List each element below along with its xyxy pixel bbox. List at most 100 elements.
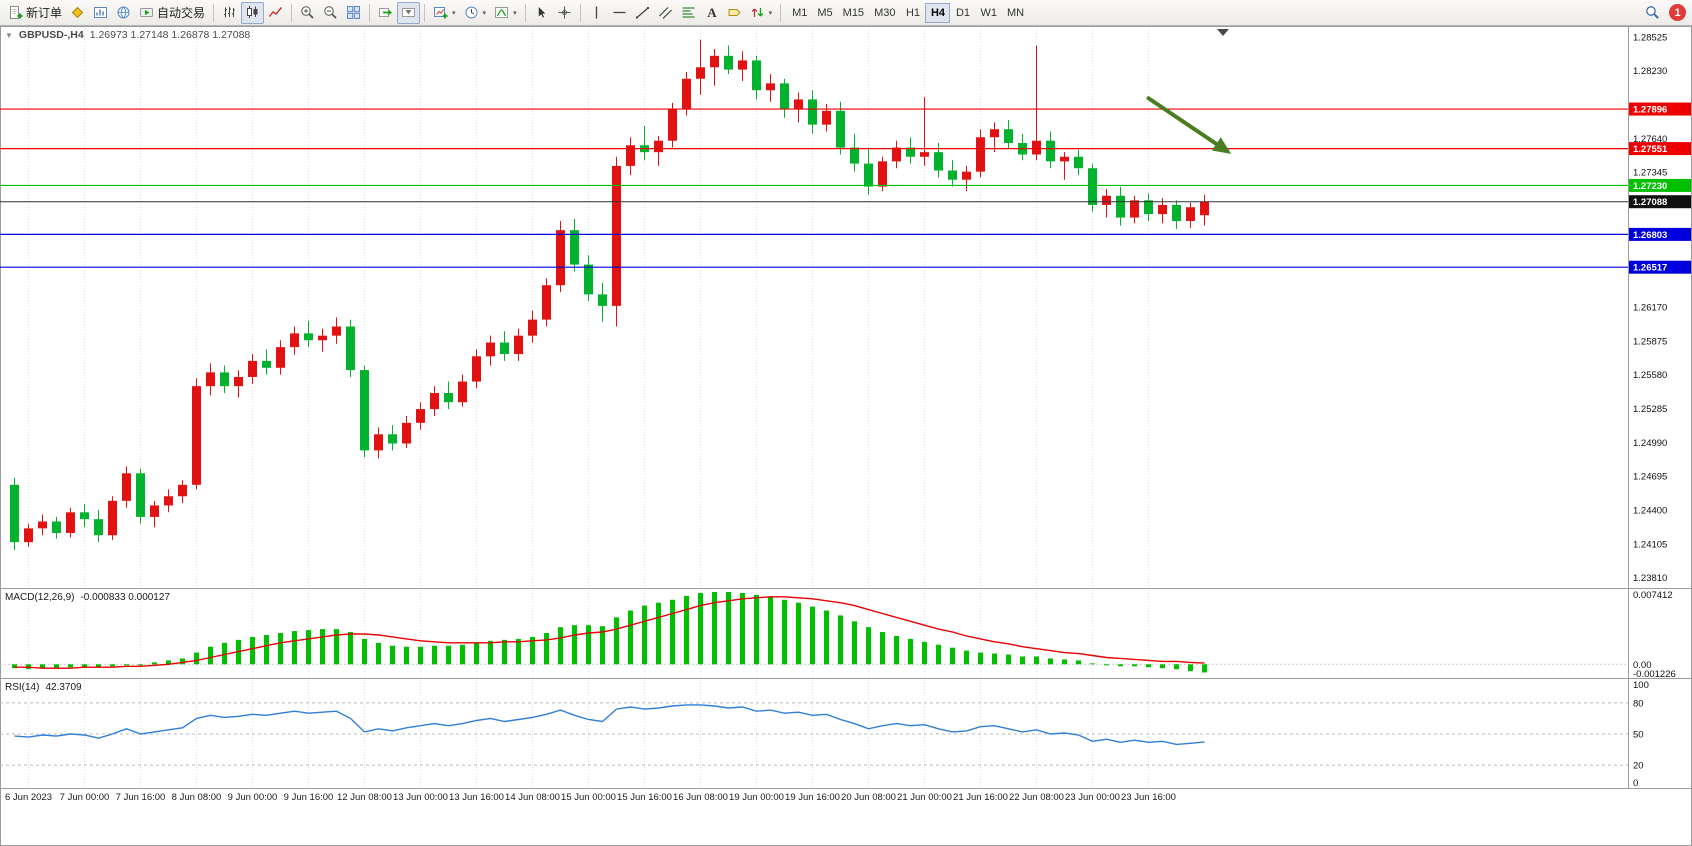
search-button[interactable] xyxy=(1641,2,1664,24)
svg-text:1.24990: 1.24990 xyxy=(1633,438,1667,449)
auto-scroll-icon xyxy=(378,5,393,20)
channel-icon xyxy=(658,5,673,20)
time-axis[interactable]: 6 Jun 2023 7 Jun 00:00 7 Jun 16:00 8 Jun 08… xyxy=(5,792,1176,803)
zoom-in-button[interactable] xyxy=(296,2,319,24)
chart-title-overlay: ▼ GBPUSD-,H4 1.26973 1.27148 1.26878 1.2… xyxy=(5,29,250,41)
ohlc-values-label: 1.26973 1.27148 1.26878 1.27088 xyxy=(89,29,251,41)
svg-text:9 Jun 00:00: 9 Jun 00:00 xyxy=(228,792,278,803)
chart-shift-marker[interactable] xyxy=(1217,29,1229,36)
candlestick-icon xyxy=(245,5,260,20)
chart-window-icon xyxy=(93,5,108,20)
zoom-out-button[interactable] xyxy=(319,2,342,24)
metaeditor-button[interactable] xyxy=(66,2,89,24)
chart-shift-icon xyxy=(401,5,416,20)
svg-text:9 Jun 16:00: 9 Jun 16:00 xyxy=(284,792,334,803)
tile-windows-button[interactable] xyxy=(342,2,365,24)
svg-text:1.25285: 1.25285 xyxy=(1633,404,1667,415)
crosshair-icon xyxy=(557,5,572,20)
rsi-indicator-label: RSI(14) 42.3709 xyxy=(5,682,82,693)
timeframe-button-mn[interactable]: MN xyxy=(1002,3,1029,23)
market-watch-icon xyxy=(116,5,131,20)
svg-text:1.27640: 1.27640 xyxy=(1633,134,1667,145)
timeframe-button-h1[interactable]: H1 xyxy=(900,3,925,23)
svg-text:80: 80 xyxy=(1633,698,1644,709)
label-icon xyxy=(727,5,742,20)
new-order-icon xyxy=(8,5,23,20)
text-icon: A xyxy=(704,5,719,20)
toolbar-separator xyxy=(291,3,293,22)
bar-chart-icon xyxy=(222,5,237,20)
main-toolbar: 新订单 自动交易 ▾ ▾ ▾ A ▾ M1 M5 M15 M30 H1 H4 D1 W1 MN 1 xyxy=(0,0,1692,26)
svg-text:13 Jun 00:00: 13 Jun 00:00 xyxy=(393,792,448,803)
arrows-dropdown[interactable]: ▾ xyxy=(746,2,777,24)
new-chart-dropdown[interactable]: ▾ xyxy=(429,2,460,24)
trendline-icon xyxy=(635,5,650,20)
candlestick-chart-button[interactable] xyxy=(241,1,265,24)
timeframe-button-h4[interactable]: H4 xyxy=(925,2,951,23)
timeframe-button-d1[interactable]: D1 xyxy=(950,3,975,23)
text-label-button[interactable] xyxy=(723,2,746,24)
cursor-button[interactable] xyxy=(530,2,553,24)
chart-canvas[interactable]: 6 Jun 2023 7 Jun 00:00 7 Jun 16:00 8 Jun 08… xyxy=(0,26,1692,846)
svg-text:50: 50 xyxy=(1633,730,1644,741)
chart-shift-button[interactable] xyxy=(397,1,421,24)
svg-text:21 Jun 00:00: 21 Jun 00:00 xyxy=(897,792,952,803)
chart-window-frame xyxy=(0,26,1692,846)
svg-text:19 Jun 16:00: 19 Jun 16:00 xyxy=(785,792,840,803)
line-chart-button[interactable] xyxy=(264,2,287,24)
price-badge: 1.27088 xyxy=(1629,195,1691,209)
vertical-line-button[interactable] xyxy=(585,2,608,24)
svg-text:15 Jun 16:00: 15 Jun 16:00 xyxy=(617,792,672,803)
chart-window: 6 Jun 2023 7 Jun 00:00 7 Jun 16:00 8 Jun 08… xyxy=(0,26,1692,846)
toolbar-separator xyxy=(780,3,782,22)
timeframe-button-m15[interactable]: M15 xyxy=(838,3,869,23)
chart-window-button[interactable] xyxy=(89,2,112,24)
toolbar-right-group: 1 xyxy=(1641,2,1688,24)
toolbar-separator xyxy=(424,3,426,22)
fibonacci-button[interactable] xyxy=(677,2,700,24)
price-badge: 1.26517 xyxy=(1629,260,1691,274)
dropdown-caret-icon: ▾ xyxy=(513,9,517,17)
rsi-value: 42.3709 xyxy=(45,682,82,693)
svg-text:1.26803: 1.26803 xyxy=(1633,230,1667,241)
price-axis[interactable]: 1.28525 1.28230 1.27640 1.27345 1.26170 1.258… xyxy=(1633,32,1676,789)
text-button[interactable]: A xyxy=(700,2,723,24)
annotation-arrow[interactable] xyxy=(1146,96,1232,154)
price-badge: 1.27230 xyxy=(1629,178,1691,192)
svg-text:0.00: 0.00 xyxy=(1633,660,1652,671)
period-dropdown[interactable]: ▾ xyxy=(460,2,491,24)
market-watch-button[interactable] xyxy=(112,2,135,24)
indicators-dropdown[interactable]: ▾ xyxy=(490,2,521,24)
macd-name: MACD(12,26,9) xyxy=(5,592,75,603)
svg-text:7 Jun 16:00: 7 Jun 16:00 xyxy=(116,792,166,803)
line-chart-icon xyxy=(268,5,283,20)
svg-text:23 Jun 16:00: 23 Jun 16:00 xyxy=(1121,792,1176,803)
new-order-button[interactable]: 新订单 xyxy=(4,2,66,24)
price-badge: 1.27896 xyxy=(1629,102,1691,116)
auto-scroll-button[interactable] xyxy=(374,2,397,24)
svg-text:21 Jun 16:00: 21 Jun 16:00 xyxy=(953,792,1008,803)
svg-text:19 Jun 00:00: 19 Jun 00:00 xyxy=(729,792,784,803)
svg-text:1.24105: 1.24105 xyxy=(1633,539,1667,550)
timeframe-button-m30[interactable]: M30 xyxy=(869,3,900,23)
timeframe-button-w1[interactable]: W1 xyxy=(975,3,1002,23)
candles-layer xyxy=(10,39,1209,551)
svg-text:1.27345: 1.27345 xyxy=(1633,168,1667,179)
horizontal-line-button[interactable] xyxy=(608,2,631,24)
fibonacci-icon xyxy=(681,5,696,20)
svg-text:1.25875: 1.25875 xyxy=(1633,336,1667,347)
crosshair-button[interactable] xyxy=(553,2,576,24)
timeframe-button-m1[interactable]: M1 xyxy=(787,3,812,23)
timeframe-button-m5[interactable]: M5 xyxy=(812,3,837,23)
svg-text:100: 100 xyxy=(1633,680,1649,691)
one-click-trading-toggle-icon[interactable]: ▼ xyxy=(5,30,13,40)
equidistant-channel-button[interactable] xyxy=(654,2,677,24)
metaeditor-icon xyxy=(70,5,85,20)
autotrading-button[interactable]: 自动交易 xyxy=(135,2,209,24)
notification-badge[interactable]: 1 xyxy=(1669,4,1686,21)
vertical-line-icon xyxy=(589,5,604,20)
price-badge: 1.26803 xyxy=(1629,227,1691,241)
bar-chart-button[interactable] xyxy=(218,2,241,24)
trendline-button[interactable] xyxy=(631,2,654,24)
svg-text:22 Jun 08:00: 22 Jun 08:00 xyxy=(1009,792,1064,803)
